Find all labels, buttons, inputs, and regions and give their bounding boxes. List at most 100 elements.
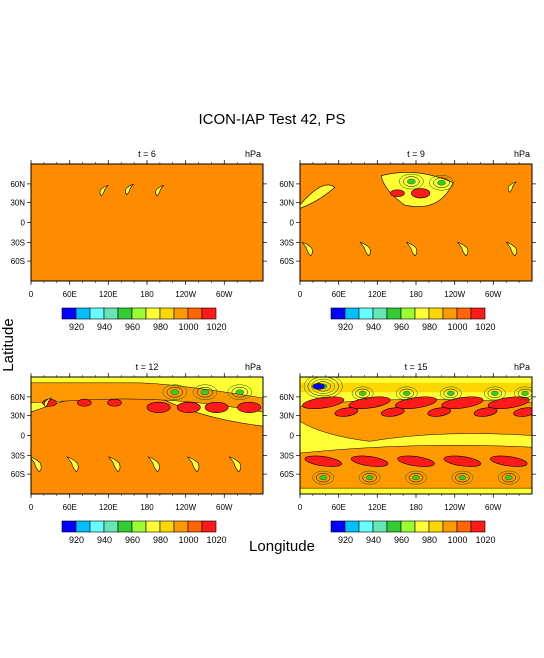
colorbar-label: 920: [69, 322, 84, 332]
y-tick-label: 30N: [279, 199, 294, 208]
panel-2: t = 9 hPa 0 60E 120E 180 120W 60W 60N 30N 0 30S 60S 9…: [279, 149, 536, 332]
contour-hook: [31, 456, 42, 473]
colorbar-swatch: [470, 520, 486, 533]
colorbar-label: 1000: [178, 322, 198, 332]
x-tick-label: 60E: [63, 290, 77, 299]
y-tick-label: 60N: [10, 393, 25, 402]
colorbar-label: 920: [69, 535, 84, 545]
colorbar-swatch: [330, 520, 346, 533]
low-pressure-rings: [307, 377, 339, 397]
y-tick-label: 30S: [280, 238, 294, 247]
x-tick-label: 120E: [99, 290, 118, 299]
colorbar-label: 940: [366, 535, 381, 545]
low-pressure-rings: [501, 472, 517, 483]
colorbar-swatch: [358, 520, 374, 533]
colorbar-swatch: [145, 307, 161, 320]
y-tick-label: 30N: [10, 199, 25, 208]
colorbar-swatch: [75, 520, 91, 533]
panel-title: t = 6: [138, 149, 156, 159]
contour-cell: [380, 407, 405, 417]
x-tick-label: 60W: [485, 503, 502, 512]
colorbar-swatch: [456, 520, 472, 533]
y-tick-label: 0: [21, 219, 26, 228]
colorbar-swatch: [456, 307, 472, 320]
colorbar-label: 940: [97, 322, 112, 332]
low-pressure-rings: [497, 470, 520, 485]
x-tick-label: 60W: [216, 290, 233, 299]
contour-cell: [490, 455, 528, 467]
x-tick-label: 0: [29, 503, 34, 512]
panel-title: t = 12: [136, 362, 159, 372]
contour-hook: [66, 456, 79, 473]
colorbar-swatch: [442, 520, 458, 533]
low-pressure-rings: [487, 388, 503, 399]
low-pressure-rings: [484, 386, 506, 401]
colorbar-swatch: [61, 307, 77, 320]
colorbar-swatch: [330, 307, 346, 320]
low-pressure-rings: [399, 388, 415, 399]
low-pressure-rings: [433, 177, 450, 188]
low-pressure-rings: [455, 472, 470, 483]
colorbar: 920 940 960 980 1000 1020: [61, 520, 227, 545]
colorbar-label: 1000: [178, 535, 198, 545]
colorbar-swatch: [89, 307, 105, 320]
contour-cell: [397, 455, 435, 467]
panel-3: t = 12 hPa 0 60E 120E 180 120W 60W 60N 30N 0 30S 60S…: [10, 362, 267, 545]
colorbar-label: 980: [153, 535, 168, 545]
low-pressure-rings: [170, 389, 180, 395]
colorbar-label: 960: [394, 322, 409, 332]
low-pressure-rings: [447, 390, 455, 396]
y-tick-label: 60S: [280, 257, 294, 266]
low-pressure-rings: [358, 390, 367, 396]
x-tick-label: 60W: [485, 290, 502, 299]
colorbar-label: 960: [125, 535, 140, 545]
contour-hook: [301, 241, 313, 257]
colorbar-swatch: [103, 520, 119, 533]
y-tick-label: 60S: [11, 257, 25, 266]
colorbar: 920 940 960 980 1000 1020: [61, 307, 227, 332]
colorbar-swatch: [470, 307, 486, 320]
x-tick-label: 120W: [444, 503, 465, 512]
panel-units: hPa: [245, 362, 261, 372]
low-pressure-rings: [451, 470, 474, 485]
panel-title: t = 9: [407, 149, 425, 159]
colorbar-swatch: [117, 307, 133, 320]
contour-hook: [44, 397, 52, 408]
colorbar-swatch: [414, 307, 430, 320]
x-tick-label: 60W: [216, 503, 233, 512]
y-tick-label: 60N: [10, 180, 25, 189]
colorbar-label: 920: [338, 322, 353, 332]
contour-hook: [405, 241, 418, 257]
colorbar-label: 1020: [206, 322, 226, 332]
contours: [99, 183, 165, 197]
colorbar-swatch: [428, 520, 444, 533]
y-tick-label: 0: [21, 432, 26, 441]
x-tick-label: 180: [409, 290, 423, 299]
colorbar-label: 980: [153, 322, 168, 332]
low-pressure-rings: [166, 386, 184, 398]
colorbar-swatch: [103, 307, 119, 320]
panel-4: t = 15 hPa 0 60E 120E 180 120W 60W 60N 30N 0 30S 60S…: [279, 362, 536, 545]
colorbar-swatch: [201, 520, 217, 533]
y-tick-label: 0: [290, 219, 295, 228]
colorbar-swatch: [173, 307, 189, 320]
contour-hook: [99, 184, 109, 197]
x-tick-label: 180: [140, 290, 154, 299]
panel-title: t = 15: [405, 362, 428, 372]
contour-cell: [77, 398, 92, 407]
contour-cell: [411, 188, 431, 199]
colorbar-swatch: [344, 307, 360, 320]
contour-cell: [473, 407, 498, 417]
contour-cell: [176, 401, 201, 413]
low-pressure-rings: [315, 472, 331, 483]
colorbar-label: 980: [422, 535, 437, 545]
contour-cell: [427, 407, 452, 417]
low-pressure-rings: [491, 390, 499, 396]
low-pressure-rings: [402, 390, 411, 396]
colorbar-label: 920: [338, 535, 353, 545]
contour-hook: [125, 183, 135, 196]
colorbar-swatch: [442, 307, 458, 320]
panel-units: hPa: [514, 362, 530, 372]
low-pressure-rings: [437, 179, 446, 186]
